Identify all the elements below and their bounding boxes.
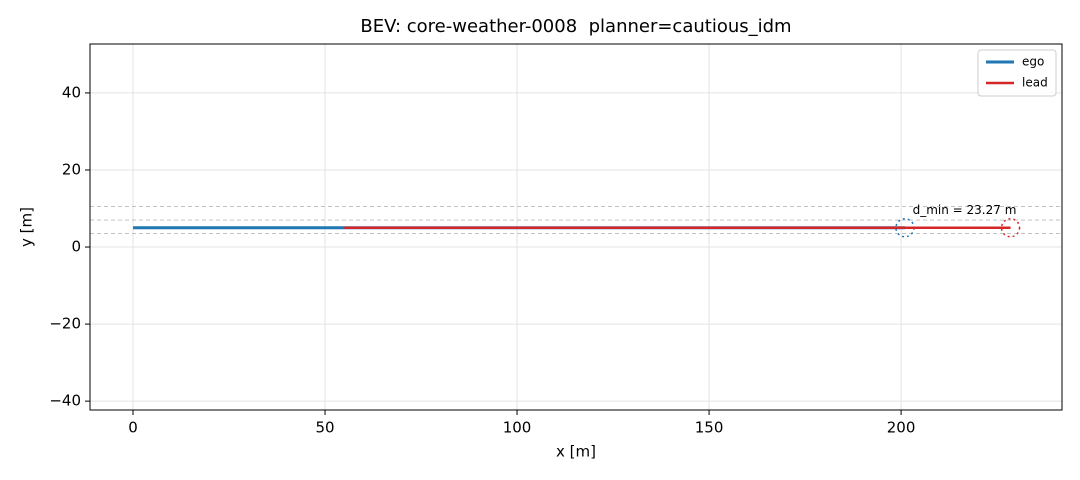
x-tick-label: 50 (315, 419, 334, 437)
x-axis-label: x [m] (556, 443, 596, 461)
y-axis-label: y [m] (18, 207, 36, 247)
x-tick-label: 100 (503, 419, 532, 437)
x-tick-label: 0 (128, 419, 138, 437)
y-tick-label: 0 (71, 238, 81, 256)
x-tick-label: 150 (695, 419, 724, 437)
y-tick-label: 40 (62, 83, 81, 101)
chart-title: BEV: core-weather-0008 planner=cautious_… (360, 16, 791, 37)
plot-frame (89, 43, 1063, 411)
legend-label: ego (1022, 55, 1044, 69)
legend-label: lead (1022, 76, 1048, 90)
annotation: d_min = 23.27 m (913, 203, 1017, 217)
y-tick-label: 20 (62, 160, 81, 178)
y-tick-label: −40 (49, 392, 81, 410)
end-circle (1000, 218, 1021, 238)
y-tick-label: −20 (49, 315, 81, 333)
x-tick-label: 200 (887, 419, 916, 437)
